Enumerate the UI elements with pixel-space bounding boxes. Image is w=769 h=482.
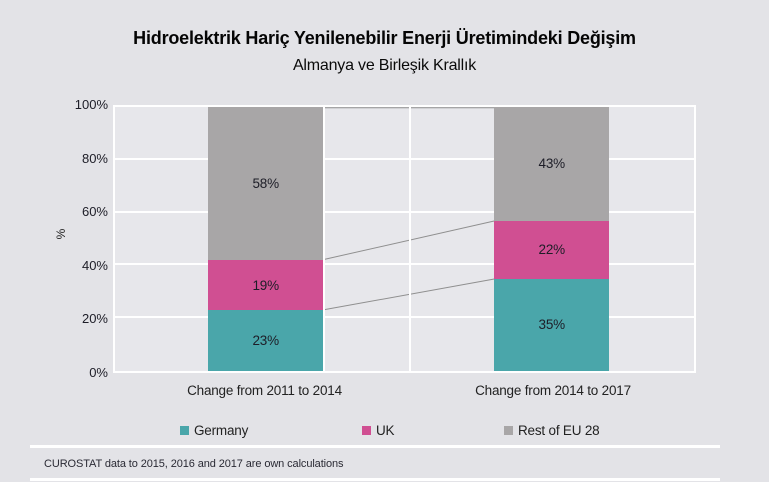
footer-note: CUROSTAT data to 2015, 2016 and 2017 are… bbox=[44, 458, 344, 470]
bar-segment: 58% bbox=[208, 107, 324, 261]
y-axis-ticks: 0% 20% 40% 60% 80% 100% bbox=[40, 98, 108, 380]
stack-connector-line bbox=[320, 220, 497, 261]
stacked-bar: 35% 22% 43% bbox=[494, 107, 610, 371]
x-category-label: Change from 2014 to 2017 bbox=[475, 383, 631, 398]
legend-label: Rest of EU 28 bbox=[518, 423, 600, 438]
bar-segment: 35% bbox=[494, 278, 610, 371]
legend: Germany UK Rest of EU 28 bbox=[0, 423, 769, 439]
stack-connector-line bbox=[320, 278, 497, 311]
legend-item: Germany bbox=[180, 423, 248, 438]
legend-swatch-icon bbox=[180, 426, 189, 435]
bar-segment: 19% bbox=[208, 260, 324, 311]
horizontal-gridline bbox=[115, 263, 694, 266]
footer-divider-line bbox=[30, 445, 720, 448]
legend-item: Rest of EU 28 bbox=[504, 423, 600, 438]
bottom-divider-line bbox=[30, 478, 720, 481]
segment-value-label: 22% bbox=[538, 242, 566, 258]
bar-segment: 23% bbox=[208, 310, 324, 371]
y-tick-label: 80% bbox=[81, 150, 108, 166]
segment-value-label: 43% bbox=[538, 156, 566, 172]
y-tick-label: 40% bbox=[81, 257, 108, 273]
plot-area: 23% 19% 58% 35% 22% 43% bbox=[113, 105, 696, 373]
chart-title: Hidroelektrik Hariç Yenilenebilir Enerji… bbox=[133, 28, 636, 48]
chart-subtitle: Almanya ve Birleşik Krallık bbox=[292, 57, 477, 74]
legend-swatch-icon bbox=[504, 426, 513, 435]
legend-swatch-icon bbox=[362, 426, 371, 435]
bar-segment: 22% bbox=[494, 220, 610, 279]
vertical-gridline bbox=[408, 107, 411, 371]
horizontal-gridline bbox=[115, 157, 694, 160]
legend-label: Germany bbox=[194, 423, 249, 438]
legend-item: UK bbox=[362, 423, 395, 438]
segment-value-label: 23% bbox=[252, 333, 279, 349]
bar-segment: 43% bbox=[494, 107, 610, 221]
y-tick-label: 0% bbox=[89, 365, 108, 380]
connector-lines bbox=[320, 107, 497, 311]
stacked-bar: 23% 19% 58% bbox=[208, 107, 324, 371]
segment-value-label: 19% bbox=[252, 277, 279, 293]
vertical-gridline bbox=[323, 107, 326, 371]
legend-label: UK bbox=[376, 423, 395, 438]
y-tick-label: 60% bbox=[81, 204, 108, 220]
horizontal-gridline bbox=[115, 210, 694, 213]
horizontal-gridline bbox=[115, 316, 694, 319]
segment-value-label: 35% bbox=[538, 317, 566, 333]
y-tick-label: 20% bbox=[81, 311, 108, 327]
y-tick-label: 100% bbox=[74, 97, 108, 112]
x-category-label: Change from 2011 to 2014 bbox=[187, 383, 342, 398]
segment-value-label: 58% bbox=[252, 176, 279, 192]
